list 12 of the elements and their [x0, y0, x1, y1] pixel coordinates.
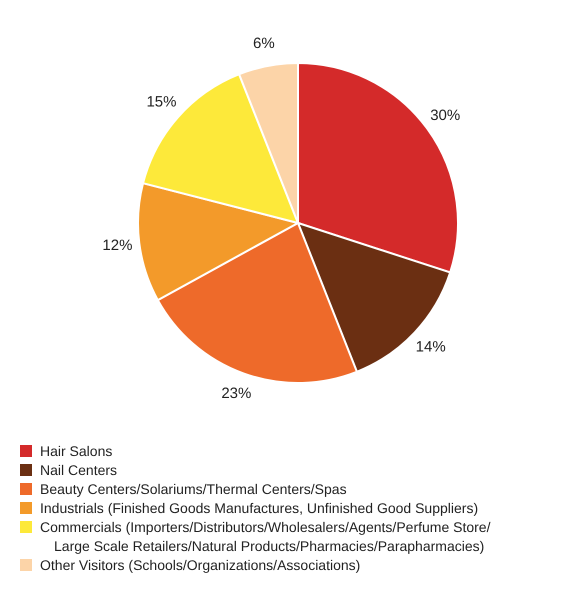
data-label: 6%: [253, 35, 275, 52]
data-label: 30%: [430, 106, 460, 124]
legend-label: Industrials (Finished Goods Manufactures, Unfinished Good Suppliers): [40, 500, 478, 516]
legend-label: Commercials (Importers/Distributors/Wholesalers/Agents/Perfume Store/ Large Scale Retailers/Natural Products/Pharmacies/Parapharmacies): [40, 519, 491, 554]
data-label: 15%: [146, 94, 176, 111]
legend-label: Other Visitors (Schools/Organizations/Associations): [40, 557, 360, 573]
data-label: 14%: [416, 338, 446, 356]
data-label: 23%: [221, 385, 252, 402]
legend-label: Nail Centers: [40, 462, 118, 478]
data-label: 12%: [102, 236, 132, 254]
legend-label: Beauty Centers/Solariums/Thermal Centers/Spas: [40, 481, 347, 497]
legend-label: Hair Salons: [40, 443, 112, 459]
